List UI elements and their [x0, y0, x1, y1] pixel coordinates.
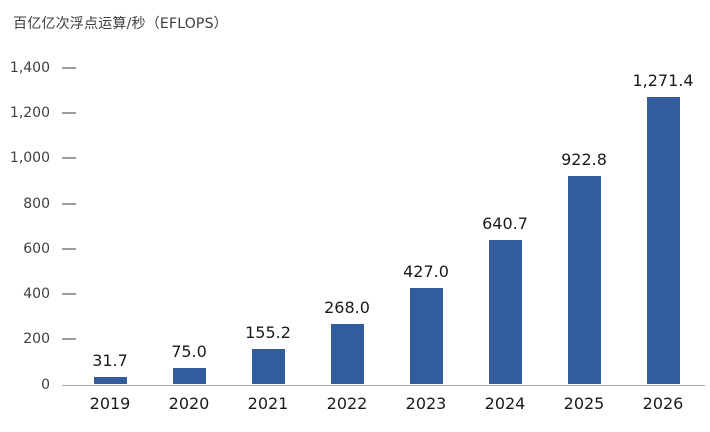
- y-tick-label: 800: [23, 195, 50, 212]
- y-tick-label: 600: [23, 240, 50, 257]
- y-tick-label: 200: [23, 331, 50, 348]
- y-tick-mark: [62, 293, 76, 296]
- x-axis-label-2021: 2021: [247, 394, 289, 413]
- bar-value-label: 922.8: [561, 149, 607, 169]
- y-tick-mark: [62, 202, 76, 205]
- y-tick-label: 400: [23, 286, 50, 303]
- y-tick-mark: [62, 338, 76, 341]
- bar-value-label: 640.7: [482, 213, 528, 233]
- bar-value-label: 427.0: [403, 261, 449, 281]
- x-axis-line: [62, 384, 705, 386]
- bar-value-label: 155.2: [245, 323, 291, 343]
- bar-value-label: 31.7: [92, 351, 128, 371]
- chart-title: 百亿亿次浮点运算/秒（EFLOPS）: [13, 16, 228, 32]
- bar-2023: [409, 287, 443, 385]
- bar-value-label: 75.0: [171, 341, 207, 361]
- bar-2021: [251, 349, 285, 385]
- y-tick-label: 1,400: [9, 60, 50, 76]
- bar-value-label: 1,271.4: [632, 71, 694, 91]
- y-tick-label: 0: [41, 376, 50, 393]
- y-tick-label: 1,200: [9, 105, 50, 122]
- bar-2024: [488, 239, 522, 385]
- x-axis-label-2025: 2025: [563, 394, 605, 413]
- x-axis-label-2019: 2019: [89, 394, 131, 413]
- x-axis-label-2026: 2026: [642, 394, 684, 413]
- x-axis-label-2023: 2023: [405, 394, 447, 413]
- bar-2025: [567, 175, 601, 385]
- bar-value-label: 268.0: [324, 297, 370, 317]
- x-axis-label-2024: 2024: [484, 394, 526, 413]
- y-tick-mark: [62, 157, 76, 160]
- x-axis-label-2020: 2020: [168, 394, 210, 413]
- bar-2026: [646, 97, 680, 385]
- bar-2019: [93, 377, 127, 385]
- y-tick-mark: [62, 67, 76, 69]
- y-tick-mark: [62, 112, 76, 115]
- x-axis-label-2022: 2022: [326, 394, 368, 413]
- y-tick-mark: [62, 247, 76, 250]
- y-tick-label: 1,000: [9, 150, 50, 167]
- bar-2022: [330, 323, 364, 385]
- bar-2020: [172, 367, 206, 385]
